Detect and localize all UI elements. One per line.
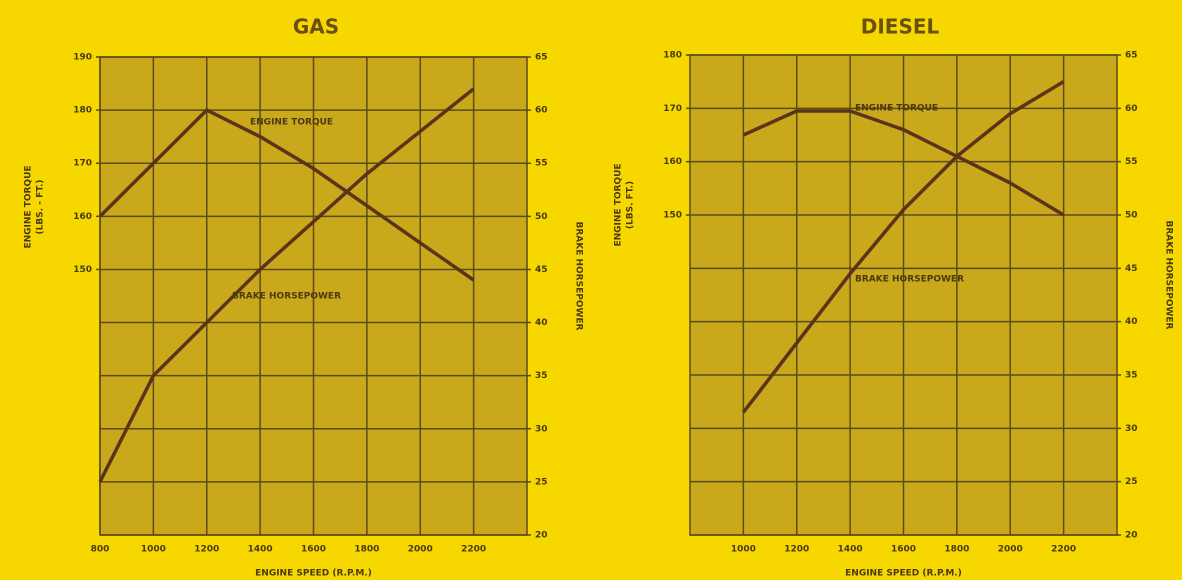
y-tick-label: 190 [73, 53, 92, 63]
curve [98, 87, 475, 483]
y2-tick-label: 50 [1125, 211, 1138, 221]
y2-tick-label: 35 [1125, 371, 1138, 381]
y-tick-label: 160 [73, 212, 92, 222]
x-tick-label: 1200 [194, 545, 219, 555]
y2-tick-label: 65 [1125, 51, 1138, 61]
y-tick-label: 180 [663, 51, 682, 61]
x-tick-label: 2000 [408, 545, 433, 555]
y2-tick-label: 35 [535, 371, 548, 381]
y2-tick-label: 20 [1125, 531, 1138, 541]
y2-tick-label: 25 [1125, 477, 1138, 487]
x-tick-label: 800 [91, 545, 110, 555]
y2-tick-label: 30 [535, 424, 548, 434]
curve [741, 80, 1065, 414]
x-tick-label: 1000 [141, 545, 166, 555]
y2-tick-label: 40 [1125, 317, 1138, 327]
curve [742, 109, 1065, 217]
y2-tick-label: 65 [535, 53, 548, 63]
y2-tick-label: 55 [535, 159, 548, 169]
y2-tick-label: 55 [1125, 157, 1138, 167]
x-tick-label: 1800 [944, 545, 969, 555]
x-tick-label: 1600 [301, 545, 326, 555]
y2-tick-label: 60 [1125, 104, 1138, 114]
y-tick-label: 170 [663, 104, 682, 114]
x-tick-label: 1200 [784, 545, 809, 555]
x-tick-label: 1400 [248, 545, 273, 555]
y2-tick-label: 20 [535, 531, 548, 541]
y2-tick-label: 40 [535, 318, 548, 328]
x-tick-label: 1400 [838, 545, 863, 555]
x-tick-label: 1600 [891, 545, 916, 555]
series-label: BRAKE HORSEPOWER [855, 275, 964, 285]
y-tick-label: 170 [73, 159, 92, 169]
y-axis-label: ENGINE TORQUE [24, 165, 34, 248]
y-axis-label: (LBS. FT.) [626, 181, 636, 229]
y2-tick-label: 50 [535, 212, 548, 222]
y-axis-label: ENGINE TORQUE [614, 163, 624, 246]
x-axis-label: ENGINE SPEED (R.P.M.) [255, 569, 372, 579]
x-tick-label: 1800 [354, 545, 379, 555]
y2-tick-label: 25 [535, 477, 548, 487]
x-tick-label: 2200 [461, 545, 486, 555]
y2-axis-label: BRAKE HORSEPOWER [1164, 220, 1174, 329]
chart-title: DIESEL [861, 15, 940, 39]
y-tick-label: 180 [73, 106, 92, 116]
series-label: BRAKE HORSEPOWER [232, 292, 341, 302]
series-label: ENGINE TORQUE [250, 118, 333, 128]
x-axis-label: ENGINE SPEED (R.P.M.) [845, 569, 962, 579]
y2-tick-label: 60 [535, 106, 548, 116]
y2-tick-label: 30 [1125, 424, 1138, 434]
y-tick-label: 160 [663, 157, 682, 167]
y2-axis-label: BRAKE HORSEPOWER [574, 221, 584, 330]
x-tick-label: 1000 [731, 545, 756, 555]
y2-tick-label: 45 [535, 265, 548, 275]
y-tick-label: 150 [73, 265, 92, 275]
x-tick-label: 2000 [998, 545, 1023, 555]
y2-tick-label: 45 [1125, 264, 1138, 274]
y-tick-label: 150 [663, 211, 682, 221]
curve [98, 108, 475, 282]
x-tick-label: 2200 [1051, 545, 1076, 555]
chart-title: GAS [293, 15, 339, 39]
y-axis-label: (LBS. - FT.) [36, 179, 46, 234]
series-label: ENGINE TORQUE [855, 104, 938, 114]
